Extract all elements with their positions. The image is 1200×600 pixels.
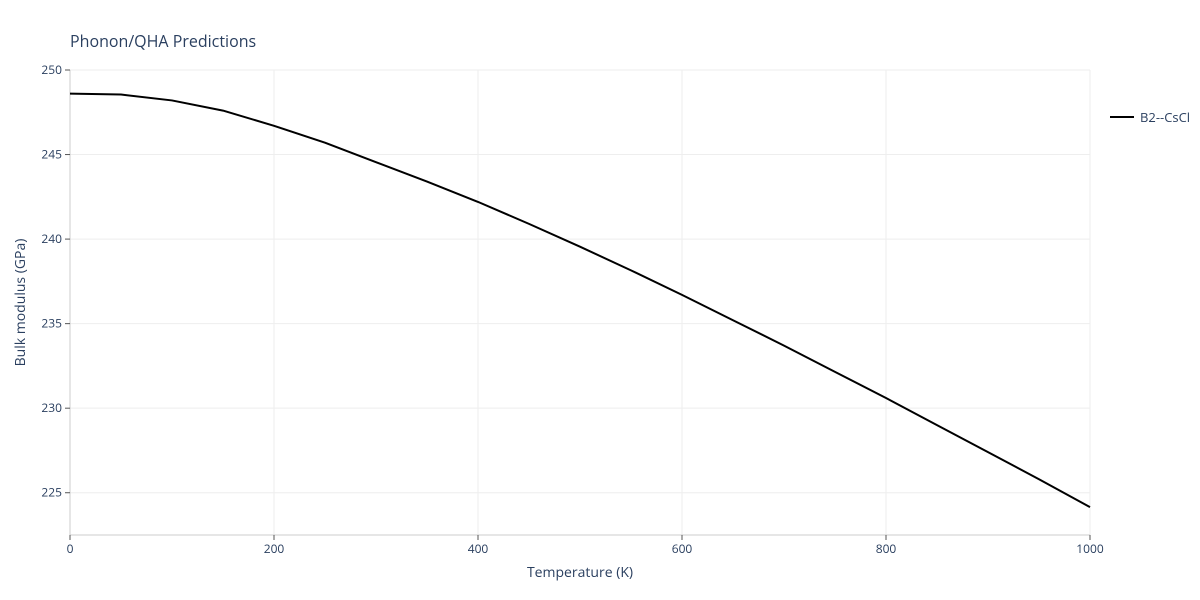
y-tick-label: 250 (41, 61, 62, 78)
y-tick-label: 235 (41, 315, 62, 332)
x-tick-label: 0 (67, 540, 74, 557)
y-tick-label: 245 (41, 146, 62, 163)
x-tick-label: 200 (264, 540, 285, 557)
y-tick-label: 240 (41, 230, 62, 247)
y-tick-label: 225 (41, 484, 62, 501)
legend: B2--CsCl (1110, 108, 1190, 126)
axes (70, 70, 1090, 535)
x-axis-label: Temperature (K) (527, 563, 633, 582)
legend-swatch-icon (1110, 116, 1134, 118)
grid (70, 70, 1090, 535)
y-axis-label: Bulk modulus (GPa) (11, 239, 30, 367)
x-tick-label: 1000 (1076, 540, 1104, 557)
x-tick-label: 600 (672, 540, 693, 557)
chart-container: Phonon/QHA Predictions 02004006008001000… (0, 0, 1200, 600)
axis-labels: Temperature (K) Bulk modulus (GPa) (11, 239, 633, 582)
ticks: 0 200 400 600 800 1000 225 230 235 240 245 250 (41, 61, 1103, 557)
x-tick-label: 400 (468, 540, 489, 557)
legend-label: B2--CsCl (1140, 108, 1190, 126)
chart-svg: 0 200 400 600 800 1000 225 230 235 240 245 250 Temp… (0, 0, 1200, 600)
y-tick-label: 230 (41, 399, 62, 416)
x-tick-label: 800 (876, 540, 897, 557)
series-line (70, 94, 1090, 507)
series (70, 94, 1090, 507)
